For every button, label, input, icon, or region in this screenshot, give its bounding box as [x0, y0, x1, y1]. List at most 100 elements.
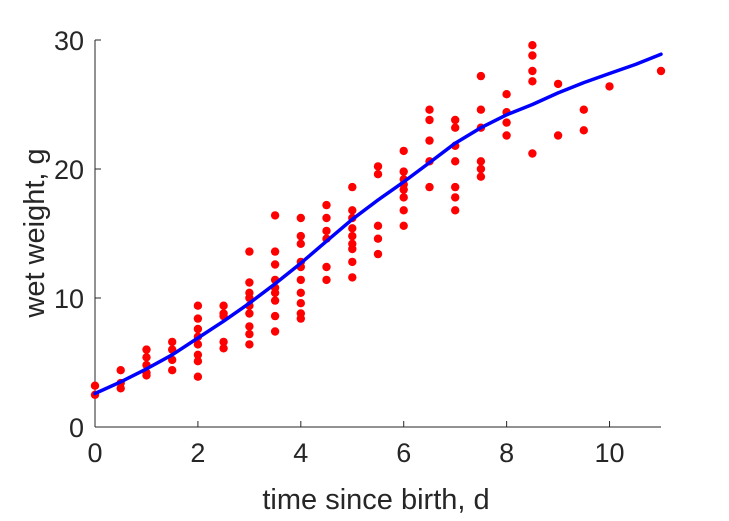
data-point [142, 345, 151, 354]
data-point [425, 105, 434, 114]
data-point [476, 71, 486, 81]
data-point [399, 146, 408, 156]
data-point [399, 185, 408, 194]
data-point [116, 384, 125, 393]
plot-area [90, 41, 666, 399]
y-tick-label: 0 [69, 413, 84, 443]
data-point [142, 371, 151, 380]
data-point [399, 193, 408, 202]
y-tick-label: 30 [54, 26, 84, 56]
data-point [579, 126, 588, 135]
data-point [451, 123, 460, 132]
data-point [476, 172, 486, 181]
data-point [348, 224, 357, 233]
data-point [553, 131, 563, 140]
x-axis-label: time since birth, d [262, 484, 489, 516]
data-point [322, 275, 331, 285]
data-point [270, 288, 280, 297]
data-point [348, 257, 357, 267]
data-point [245, 309, 254, 318]
data-point [193, 301, 203, 310]
data-point [451, 157, 460, 166]
data-point [193, 372, 203, 381]
data-point [296, 239, 305, 248]
data-point [116, 366, 125, 375]
data-point [193, 357, 203, 366]
data-point [348, 244, 357, 254]
data-point [579, 105, 588, 114]
data-point [528, 51, 537, 60]
data-point [476, 105, 486, 114]
data-point [245, 247, 254, 256]
data-point [528, 66, 537, 76]
data-point [528, 41, 537, 50]
data-point [502, 90, 511, 99]
data-point [193, 324, 203, 334]
fit-curve-line [93, 52, 663, 396]
data-point [296, 275, 305, 285]
data-point [245, 322, 254, 331]
data-point [605, 82, 614, 91]
y-tick-label: 20 [54, 155, 84, 185]
data-point [425, 182, 434, 192]
data-point [270, 247, 280, 256]
data-point [373, 162, 383, 171]
data-point [296, 213, 305, 223]
data-point [296, 314, 305, 323]
data-point [656, 66, 666, 76]
data-point [245, 278, 254, 287]
data-point [245, 329, 254, 339]
data-point [553, 79, 563, 89]
data-point [502, 131, 511, 140]
data-point [502, 118, 511, 127]
data-point [322, 213, 331, 223]
data-point [373, 221, 383, 230]
data-point [219, 337, 228, 347]
x-tick-label: 10 [595, 438, 625, 468]
data-point [193, 340, 203, 349]
data-point [399, 206, 408, 215]
y-axis-label: wet weight, g [19, 148, 51, 318]
data-point [296, 288, 305, 297]
data-point [348, 182, 357, 192]
data-point [219, 344, 228, 353]
data-point [322, 200, 331, 210]
data-point [348, 206, 357, 215]
y-tick-label: 10 [54, 284, 84, 314]
data-point [322, 262, 331, 272]
data-point [425, 115, 434, 125]
data-point [528, 149, 537, 158]
data-point [168, 337, 177, 347]
data-point [270, 260, 280, 269]
data-point [193, 350, 203, 359]
data-point [451, 193, 460, 202]
axes: 0 2 4 6 8 10 0 10 20 30 [54, 26, 661, 468]
data-point [399, 167, 408, 176]
data-point [90, 381, 100, 390]
data-point [296, 299, 305, 308]
x-tick-label: 4 [293, 438, 308, 468]
data-point [142, 353, 151, 362]
x-tick-label: 0 [87, 438, 102, 468]
data-point [193, 314, 203, 323]
data-point [348, 231, 357, 241]
data-point [270, 211, 280, 220]
data-point [399, 221, 408, 230]
data-point [451, 115, 460, 125]
x-tick-label: 8 [499, 438, 514, 468]
data-point [451, 182, 460, 192]
data-point [270, 311, 280, 321]
data-point [373, 234, 383, 243]
data-point [270, 296, 280, 305]
data-point [296, 231, 305, 241]
data-point [348, 273, 357, 282]
data-point [528, 77, 537, 86]
data-point [476, 164, 486, 174]
data-point [451, 206, 460, 215]
x-tick-label: 6 [396, 438, 411, 468]
data-point [476, 157, 486, 166]
data-point [168, 366, 177, 375]
data-point [373, 249, 383, 259]
data-point [425, 136, 434, 145]
data-point [219, 301, 228, 310]
